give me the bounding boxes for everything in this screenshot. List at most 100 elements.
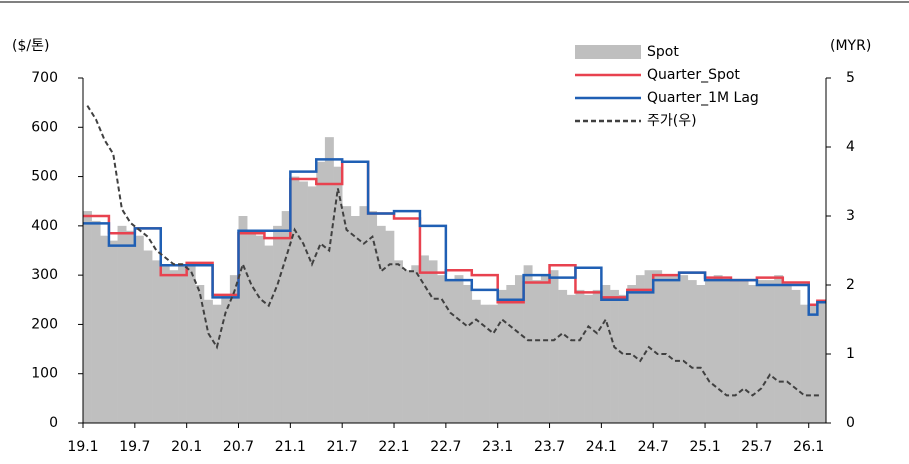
spot-bar [791, 289, 801, 423]
spot-bar [610, 289, 619, 423]
x-tick-label: 19.7 [119, 439, 150, 455]
spot-bar [221, 294, 231, 423]
x-tick-label: 22.7 [430, 439, 461, 455]
spot-bar [152, 260, 162, 423]
spot-bar [178, 265, 187, 423]
spot-bar [298, 181, 308, 423]
legend-label: Quarter_Spot [647, 67, 740, 83]
spot-bar [730, 280, 740, 423]
x-tick-label: 21.7 [327, 439, 358, 455]
spot-bar [186, 265, 196, 423]
spot-bar [342, 206, 352, 423]
spot-bar [480, 304, 490, 423]
spot-bar [307, 186, 317, 423]
spot-bar [316, 161, 326, 424]
spot-bar [705, 280, 714, 423]
x-tick-label: 25.7 [741, 439, 772, 455]
spot-bar [143, 250, 153, 423]
spot-bar [497, 289, 507, 423]
spot-bar [756, 280, 766, 423]
spot-bar [739, 280, 749, 423]
spot-bar [324, 137, 334, 423]
spot-bar [489, 304, 498, 423]
x-tick-label: 20.7 [223, 439, 254, 455]
spot-bar [454, 275, 464, 423]
spot-bar [558, 289, 568, 423]
spot-bar [134, 235, 144, 423]
spot-bar [523, 265, 533, 423]
spot-bar [247, 230, 257, 423]
y-tick-label: 100 [31, 366, 58, 382]
spot-bar [679, 275, 689, 423]
spot-bar [290, 176, 300, 423]
spot-bar [437, 275, 447, 423]
spot-bar [385, 230, 395, 423]
legend-swatch [575, 45, 641, 59]
spot-bar [91, 220, 101, 423]
spot-bar [273, 225, 283, 423]
legend-label: Spot [647, 44, 679, 60]
spot-bar [428, 260, 438, 423]
spot-bar [255, 235, 265, 423]
spot-bar [618, 294, 628, 423]
spot-bar [212, 304, 222, 423]
spot-bar [661, 275, 671, 423]
y-tick-label: 0 [49, 415, 58, 431]
y2-tick-label: 0 [846, 415, 855, 431]
spot-bar [584, 294, 594, 423]
legend-label: Quarter_1M Lag [647, 90, 759, 106]
spot-bar [117, 225, 127, 423]
y2-tick-label: 5 [846, 70, 855, 86]
x-tick-label: 21.1 [275, 439, 306, 455]
spot-bar [722, 280, 732, 423]
spot-bar [229, 275, 239, 423]
spot-bar [774, 275, 784, 423]
spot-bar [635, 275, 645, 423]
spot-bar [808, 304, 818, 423]
spot-bar [782, 285, 792, 423]
spot-bar [696, 285, 706, 423]
y2-tick-label: 1 [846, 346, 855, 362]
spot-bar [748, 285, 758, 423]
y-axis-label: ($/톤) [12, 38, 49, 54]
spot-bar [203, 299, 213, 423]
x-tick-label: 20.1 [171, 439, 202, 455]
spot-bar [514, 275, 524, 423]
spot-bar [506, 285, 516, 423]
spot-bar [368, 211, 378, 423]
legend-label: 주가(우) [647, 113, 697, 129]
spot-bar [800, 304, 810, 423]
spot-bar [566, 294, 576, 423]
spot-bar [817, 299, 827, 423]
x-tick-label: 25.1 [689, 439, 720, 455]
spot-bar [653, 270, 663, 423]
x-tick-label: 24.1 [586, 439, 617, 455]
spot-bar [350, 216, 360, 423]
y-tick-label: 500 [31, 169, 58, 185]
spot-bar [601, 285, 611, 423]
spot-bar [238, 216, 248, 423]
spot-bar [627, 285, 637, 423]
spot-bar [333, 166, 343, 423]
spot-bar [376, 225, 386, 423]
y2-axis-label: (MYR) [830, 38, 871, 54]
spot-bar [169, 270, 179, 423]
spot-bar [445, 280, 455, 423]
spot-bar [394, 260, 403, 423]
x-tick-label: 26.1 [793, 439, 824, 455]
spot-bar [100, 235, 110, 423]
spot-bar [713, 275, 723, 423]
y-tick-label: 600 [31, 119, 58, 135]
y2-tick-label: 2 [846, 277, 855, 293]
spot-bar [195, 285, 205, 423]
y-tick-label: 300 [31, 267, 58, 283]
spot-bar [765, 280, 775, 423]
spot-bar [126, 230, 136, 423]
spot-bar [281, 211, 291, 423]
x-tick-label: 24.7 [638, 439, 669, 455]
spot-bar [419, 255, 429, 423]
x-tick-label: 22.1 [378, 439, 409, 455]
price-line [86, 105, 822, 397]
step-line [83, 158, 826, 316]
